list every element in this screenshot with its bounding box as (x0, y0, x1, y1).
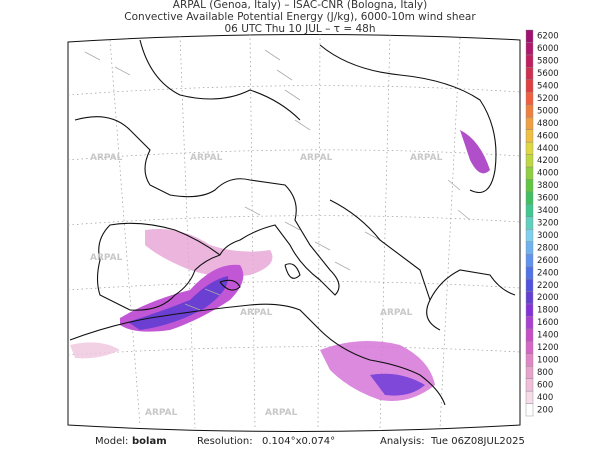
watermark: ARPAL (410, 153, 443, 163)
colorbar-swatch (525, 129, 534, 143)
colorbar-swatch (525, 67, 534, 81)
colorbar-swatch (525, 403, 534, 417)
watermark: ARPAL (300, 153, 333, 163)
footer-value: Tue 06Z08JUL2025 (430, 436, 525, 447)
colorbar-label: 1400 (537, 331, 559, 341)
colorbar-swatch (525, 390, 534, 404)
colorbar-label: 1600 (537, 318, 559, 328)
colorbar-swatch (525, 365, 534, 379)
colorbar-label: 3200 (537, 219, 559, 229)
colorbar: 200 400 600 800 1000 1200 1400 1600 1800 2000 2200… (525, 29, 559, 417)
graticule (67, 33, 521, 431)
colorbar-swatch (525, 316, 534, 330)
colorbar-label: 4000 (537, 169, 559, 179)
colorbar-swatch (525, 291, 534, 305)
colorbar-label: 5200 (537, 94, 559, 104)
colorbar-label: 6200 (537, 32, 559, 42)
colorbar-label: 5400 (537, 82, 559, 92)
colorbar-swatch (525, 104, 534, 118)
watermark: ARPAL (240, 308, 273, 318)
colorbar-swatch (525, 216, 534, 230)
colorbar-swatch (525, 328, 534, 342)
colorbar-label: 1000 (537, 355, 559, 365)
colorbar-swatch (525, 166, 534, 180)
colorbar-swatch (525, 229, 534, 242)
colorbar-label: 2400 (537, 268, 559, 278)
coastlines (69, 39, 516, 406)
colorbar-label: 2000 (537, 293, 559, 303)
colorbar-swatch (525, 116, 534, 130)
colorbar-label: 200 (537, 405, 553, 415)
watermark: ARPAL (265, 408, 298, 418)
colorbar-swatch (525, 353, 534, 367)
colorbar-label: 4200 (537, 156, 559, 166)
colorbar-label: 2800 (537, 243, 559, 253)
colorbar-swatch (525, 54, 534, 68)
colorbar-label: 3800 (537, 181, 559, 191)
watermark: ARPAL (145, 408, 178, 418)
footer-value: bolam (132, 436, 167, 447)
map: ARPAL ARPAL ARPAL ARPAL ARPAL ARPAL ARPA… (67, 33, 521, 432)
footer-label: Analysis: (380, 436, 425, 447)
watermark: ARPAL (90, 253, 123, 263)
colorbar-label: 6000 (537, 44, 559, 54)
wind-shear (84, 49, 471, 311)
colorbar-swatch (525, 378, 534, 392)
colorbar-swatch (525, 191, 534, 205)
map-frame (67, 33, 521, 432)
colorbar-swatch (525, 179, 534, 193)
header-line: ARPAL (Genoa, Italy) – ISAC-CNR (Bologna… (173, 0, 427, 11)
colorbar-swatch (525, 278, 534, 292)
colorbar-label: 4400 (537, 144, 559, 154)
colorbar-swatch (525, 92, 534, 105)
colorbar-swatch (525, 29, 534, 43)
colorbar-swatch (525, 241, 534, 255)
watermark: ARPAL (380, 308, 413, 318)
colorbar-swatch (525, 253, 534, 267)
colorbar-label: 600 (537, 380, 553, 390)
colorbar-swatch (525, 141, 534, 155)
footer-label: Resolution: (197, 436, 253, 447)
colorbar-swatch (525, 303, 534, 317)
colorbar-label: 1200 (537, 343, 559, 353)
colorbar-label: 5800 (537, 57, 559, 67)
watermark: ARPAL (90, 153, 123, 163)
colorbar-label: 3600 (537, 194, 559, 204)
colorbar-label: 3400 (537, 206, 559, 216)
colorbar-label: 5600 (537, 69, 559, 79)
colorbar-swatch (525, 79, 534, 93)
colorbar-swatch (525, 42, 534, 56)
colorbar-swatch (525, 266, 534, 280)
colorbar-label: 2200 (537, 281, 559, 291)
colorbar-label: 4600 (537, 131, 559, 141)
watermark: ARPAL (190, 153, 223, 163)
colorbar-label: 3000 (537, 231, 559, 241)
header-line: Convective Available Potential Energy (J… (124, 11, 476, 23)
colorbar-label: 4800 (537, 119, 559, 129)
footer-value: 0.104°x0.074° (262, 436, 335, 447)
colorbar-swatch (525, 341, 534, 354)
header-line: 06 UTC Thu 10 JUL – τ = 48h (225, 23, 376, 35)
colorbar-label: 2600 (537, 256, 559, 266)
watermarks: ARPAL ARPAL ARPAL ARPAL ARPAL ARPAL ARPA… (90, 153, 443, 418)
colorbar-label: 800 (537, 368, 553, 378)
cape-field (70, 130, 490, 401)
colorbar-label: 5000 (537, 106, 559, 116)
colorbar-label: 400 (537, 393, 553, 403)
colorbar-swatch (525, 204, 534, 217)
colorbar-swatch (525, 154, 534, 168)
footer-label: Model: (95, 436, 128, 447)
colorbar-label: 1800 (537, 306, 559, 316)
